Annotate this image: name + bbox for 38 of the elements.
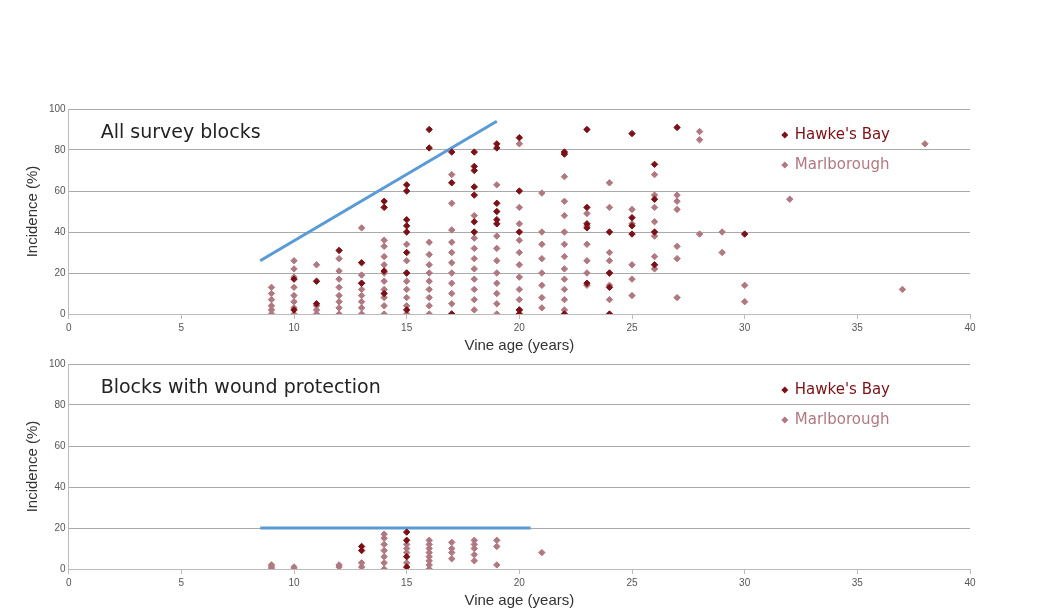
text: Blocks with wound protection xyxy=(100,374,381,397)
x-axis-title: Vine age (years) xyxy=(464,336,575,354)
x-tick-label: 25 xyxy=(626,576,639,588)
x-tick-label: 15 xyxy=(401,576,413,588)
y-tick-label: 0 xyxy=(60,562,67,574)
x-tick-label: 30 xyxy=(739,576,751,588)
x-tick-label: 40 xyxy=(964,576,976,588)
x-tick-label: 20 xyxy=(513,321,526,333)
y-tick-label: 100 xyxy=(49,102,67,114)
y-tick-label: 20 xyxy=(54,266,67,278)
y-tick-label: 20 xyxy=(54,521,67,533)
legend-label: Marlborough xyxy=(794,409,890,428)
y-tick-label: 40 xyxy=(54,225,67,237)
y-axis-title: Incidence (%) xyxy=(23,165,41,258)
y-tick-label: 80 xyxy=(54,398,67,410)
legend-label: Hawke's Bay xyxy=(794,379,891,398)
x-axis-title: Vine age (years) xyxy=(464,591,575,609)
text: All survey blocks xyxy=(100,119,261,142)
y-tick-label: 80 xyxy=(54,143,67,155)
y-tick-label: 100 xyxy=(49,357,67,369)
y-axis-title: Incidence (%) xyxy=(23,420,41,513)
legend-label: Hawke's Bay xyxy=(794,124,891,143)
x-tick-label: 10 xyxy=(288,321,301,333)
x-tick-label: 35 xyxy=(851,576,864,588)
y-tick-label: 40 xyxy=(54,480,67,492)
x-tick-label: 30 xyxy=(739,321,751,333)
legend-label: Marlborough xyxy=(794,154,890,173)
y-tick-label: 60 xyxy=(54,439,67,451)
y-tick-label: 60 xyxy=(54,184,67,196)
x-tick-label: 15 xyxy=(401,321,413,333)
x-tick-label: 25 xyxy=(626,321,639,333)
x-tick-label: 10 xyxy=(288,576,301,588)
x-tick-label: 40 xyxy=(964,321,976,333)
x-tick-label: 35 xyxy=(851,321,864,333)
x-tick-label: 20 xyxy=(513,576,526,588)
x-tick-label: 5 xyxy=(178,576,185,588)
y-tick-label: 0 xyxy=(60,307,67,319)
x-tick-label: 5 xyxy=(178,321,185,333)
